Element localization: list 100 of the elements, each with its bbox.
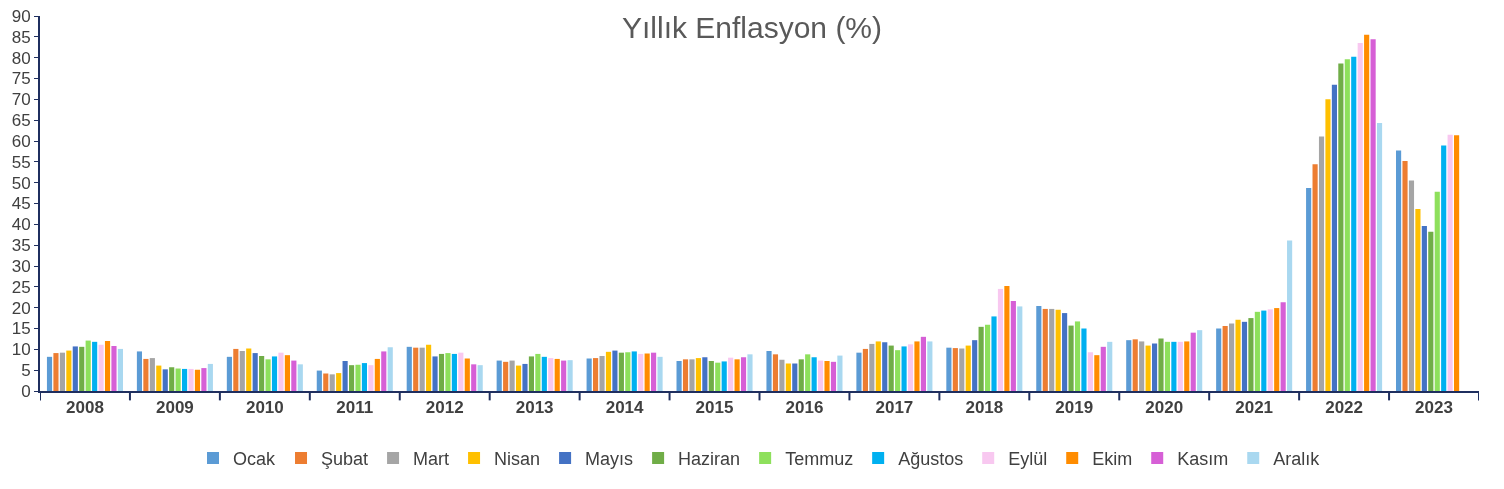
bar <box>1331 84 1337 391</box>
bar <box>162 369 168 391</box>
y-tick-label: 25 <box>11 277 31 297</box>
bar <box>1441 145 1447 391</box>
bar <box>1074 321 1081 391</box>
bar <box>79 346 85 391</box>
bar <box>1177 341 1183 391</box>
bar <box>888 345 894 391</box>
bar <box>927 341 933 391</box>
bar <box>1197 330 1203 391</box>
bar <box>586 358 592 391</box>
bar <box>1241 321 1248 391</box>
bar <box>818 360 824 391</box>
bar <box>464 358 470 391</box>
bar <box>695 358 701 391</box>
bar <box>522 363 528 391</box>
bar <box>361 363 368 391</box>
bar <box>381 351 387 391</box>
bar <box>1428 231 1434 391</box>
bar <box>233 348 239 391</box>
x-tick-label: 2011 <box>336 398 374 418</box>
bar <box>785 363 791 391</box>
bar <box>246 348 252 391</box>
y-tick-label: 60 <box>11 131 31 151</box>
x-tick-label: 2022 <box>1325 398 1363 418</box>
bar <box>535 353 541 391</box>
y-tick-label: 35 <box>11 236 31 256</box>
bar <box>1306 188 1312 391</box>
x-tick-label: 2020 <box>1145 398 1184 418</box>
bar <box>972 340 978 391</box>
bar <box>702 357 708 391</box>
y-tick-label: 20 <box>11 298 31 318</box>
bar <box>1036 306 1042 391</box>
bar <box>1081 328 1087 391</box>
x-tick-label: 2019 <box>1055 398 1094 418</box>
bar <box>689 359 695 391</box>
bar <box>991 316 997 391</box>
bar <box>837 355 843 391</box>
bar <box>676 361 682 391</box>
bar <box>342 361 348 391</box>
bar <box>368 365 374 391</box>
y-tick-label: 45 <box>11 194 31 214</box>
y-tick-label: 5 <box>21 361 31 381</box>
y-tick-label: 0 <box>21 381 31 401</box>
bar <box>965 345 971 391</box>
bar <box>259 356 265 391</box>
bar <box>1338 63 1344 391</box>
bar <box>1248 318 1254 391</box>
bar <box>959 348 965 391</box>
bar <box>278 352 284 391</box>
bar <box>657 356 663 391</box>
x-tick-label: 2023 <box>1415 398 1453 418</box>
bar <box>85 340 91 391</box>
bar <box>612 350 618 391</box>
bar <box>1408 180 1415 391</box>
bar <box>1139 341 1145 391</box>
bar <box>432 356 438 391</box>
bar <box>1402 161 1408 391</box>
bar <box>1318 136 1325 391</box>
bar <box>1351 56 1357 391</box>
bar <box>605 351 612 391</box>
bar <box>882 342 888 391</box>
bar <box>207 363 213 391</box>
bar <box>438 353 445 391</box>
bar <box>46 356 53 391</box>
bar <box>638 353 644 391</box>
bar <box>682 359 689 391</box>
bar <box>1216 328 1222 391</box>
bar <box>1229 323 1235 391</box>
bar <box>1184 341 1190 391</box>
x-tick-label: 2017 <box>875 398 914 418</box>
bar <box>875 341 881 391</box>
bar <box>1454 135 1460 391</box>
bar <box>618 352 624 391</box>
bar <box>952 348 958 391</box>
bar <box>1261 310 1267 391</box>
bar <box>329 374 335 391</box>
bar <box>901 346 907 391</box>
y-tick-label: 65 <box>11 111 31 131</box>
x-tick-label: 2012 <box>425 398 464 418</box>
y-tick-label: 40 <box>11 215 31 235</box>
bar <box>830 361 837 391</box>
y-tick-label: 50 <box>11 173 31 193</box>
bar <box>1222 326 1228 391</box>
bar <box>1344 59 1350 391</box>
y-tick-label: 15 <box>11 319 31 339</box>
bar <box>541 356 547 391</box>
bar <box>477 365 483 391</box>
x-tick-label: 2013 <box>515 398 554 418</box>
bar <box>1004 286 1010 391</box>
bar <box>792 363 798 391</box>
legend-label: Ağustos <box>898 448 964 469</box>
x-tick-label: 2014 <box>605 398 645 418</box>
legend-label: Kasım <box>1177 448 1229 469</box>
bar <box>895 350 901 391</box>
bar <box>946 347 952 391</box>
bar <box>1171 341 1177 391</box>
chart-title: Yıllık Enflasyon (%) <box>621 11 883 45</box>
bar <box>143 358 149 391</box>
bar <box>1312 164 1318 391</box>
